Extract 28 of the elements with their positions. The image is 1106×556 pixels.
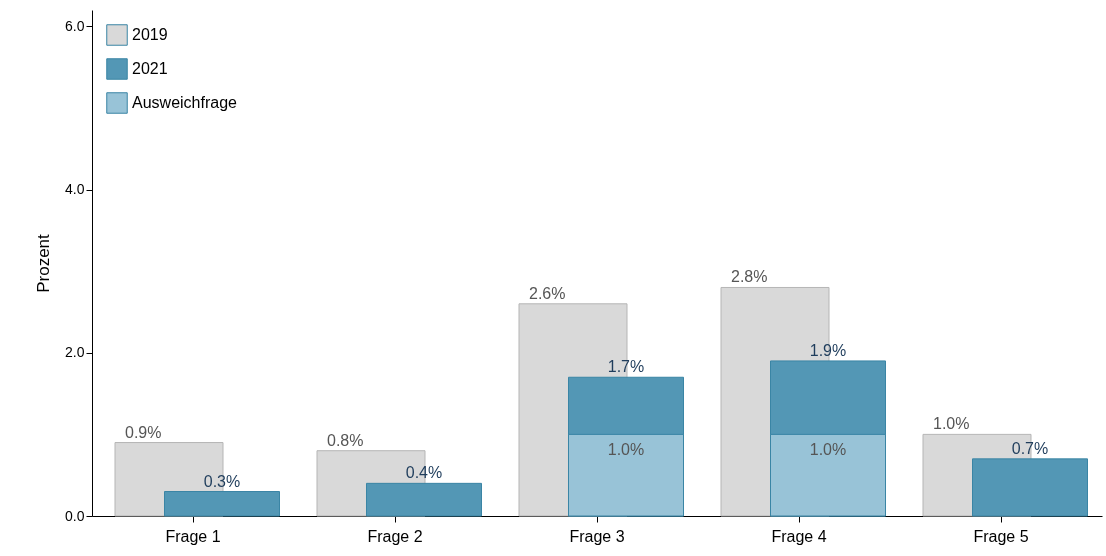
y-tick-label: 4.0 bbox=[65, 181, 85, 198]
legend-label: 2019 bbox=[132, 26, 168, 43]
data-label: 0.3% bbox=[203, 472, 241, 490]
data-label: 0.7% bbox=[1011, 439, 1049, 457]
y-tick-label: 6.0 bbox=[65, 17, 85, 34]
y-tick-label: 2.0 bbox=[65, 344, 85, 361]
data-label: 2.8% bbox=[731, 268, 768, 286]
x-tick-label: Frage 2 bbox=[367, 527, 423, 545]
data-label: 1.0% bbox=[809, 441, 847, 459]
data-label: 1.7% bbox=[607, 358, 645, 376]
x-tick-label: Frage 5 bbox=[973, 527, 1029, 545]
data-label: 1.9% bbox=[809, 341, 847, 359]
y-tick-label: 0.0 bbox=[65, 507, 85, 524]
data-label: 0.4% bbox=[405, 464, 443, 482]
data-label: 1.0% bbox=[607, 441, 645, 459]
x-tick-label: Frage 3 bbox=[569, 527, 625, 545]
x-tick-label: Frage 1 bbox=[165, 527, 221, 545]
bar bbox=[164, 491, 280, 517]
legend-label: 2021 bbox=[132, 60, 168, 77]
y-axis-title: Prozent bbox=[34, 233, 54, 293]
bar bbox=[972, 458, 1088, 517]
x-tick-label: Frage 4 bbox=[771, 527, 827, 545]
legend-label: Ausweichfrage bbox=[132, 94, 238, 111]
data-label: 0.9% bbox=[125, 423, 162, 441]
bar bbox=[366, 482, 482, 517]
data-label: 2.6% bbox=[529, 284, 566, 302]
data-label: 0.8% bbox=[327, 431, 364, 449]
data-label: 1.0% bbox=[933, 415, 970, 433]
